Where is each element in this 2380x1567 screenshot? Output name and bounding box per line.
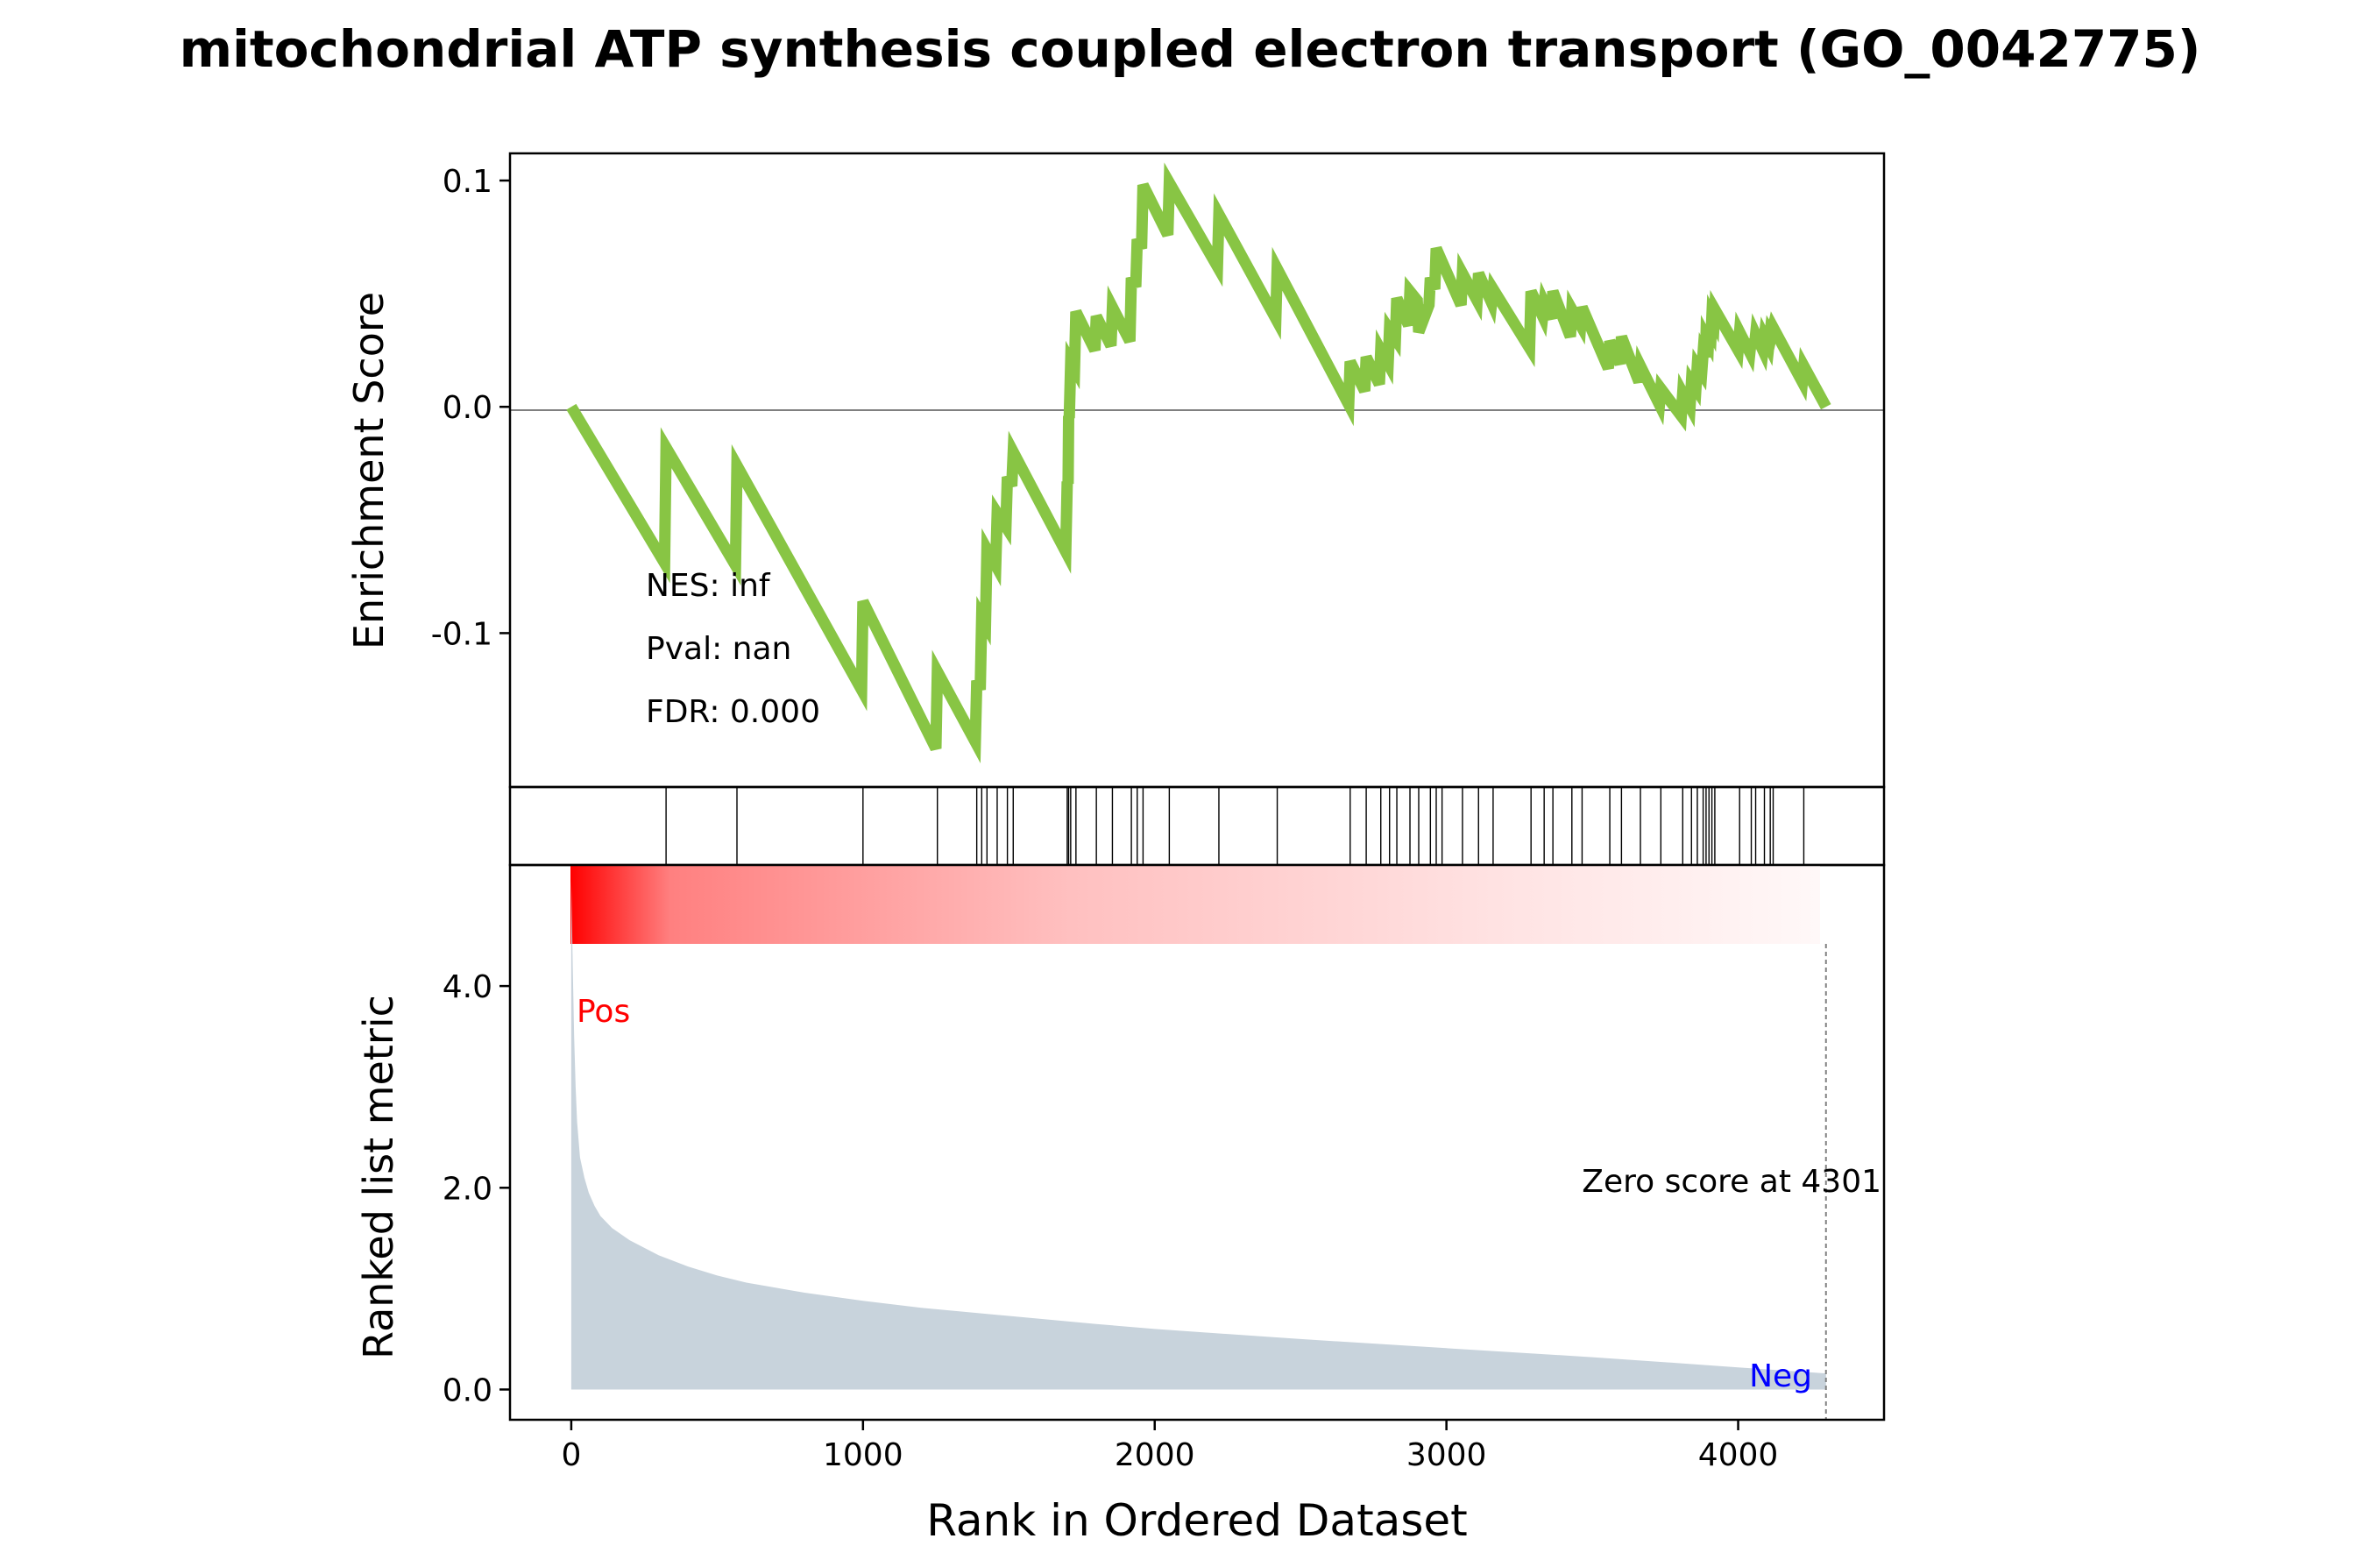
metric-y-tick-label: 0.0 — [443, 1372, 492, 1408]
neg-label: Neg — [1749, 1358, 1812, 1394]
pos-label: Pos — [577, 994, 630, 1030]
x-tick-label: 2000 — [1115, 1437, 1195, 1473]
x-axis-ticks: 0 1000 2000 3000 4000 — [561, 1420, 1778, 1473]
enrichment-panel: 0.1 0.0 -0.1 NES: inf Pval: nan FDR: 0.000… — [345, 152, 1886, 789]
hit-ticks — [665, 787, 1805, 865]
chart-title: mitochondrial ATP synthesis coupled elec… — [180, 19, 2201, 79]
metric-y-tick-label: 2.0 — [443, 1171, 492, 1207]
es-y-tick-label: 0.1 — [443, 164, 492, 200]
x-axis-label: Rank in Ordered Dataset — [926, 1495, 1467, 1546]
x-tick-label: 3000 — [1406, 1437, 1487, 1473]
metric-y-tick-label: 4.0 — [443, 969, 492, 1005]
metric-panel: 0.0 2.0 4.0 Pos Neg Zero score at 4301 Ran… — [355, 863, 1886, 1422]
hits-panel — [508, 785, 1886, 867]
zero-cross-label: Zero score at 4301 — [1582, 1164, 1881, 1200]
x-tick-label: 1000 — [823, 1437, 903, 1473]
es-series-line — [566, 162, 1831, 763]
rank-heatmap-bar — [570, 866, 1820, 944]
metric-area — [570, 880, 1826, 1390]
es-panel-frame — [508, 152, 1886, 789]
es-y-axis-label: Enrichment Score — [345, 292, 393, 649]
es-y-tick-label: 0.0 — [443, 390, 492, 426]
metric-y-ticks: 0.0 2.0 4.0 — [443, 969, 510, 1408]
x-tick-label: 4000 — [1698, 1437, 1779, 1473]
es-y-tick-label: -0.1 — [431, 616, 492, 652]
es-stat-nes: NES: inf — [646, 568, 771, 604]
es-y-ticks: 0.1 0.0 -0.1 — [431, 164, 510, 652]
hits-panel-frame — [508, 785, 1886, 867]
metric-panel-frame — [508, 863, 1886, 1422]
es-stat-fdr: FDR: 0.000 — [646, 694, 820, 730]
es-stat-pval: Pval: nan — [646, 631, 791, 667]
metric-y-axis-label: Ranked list metric — [355, 995, 402, 1359]
x-tick-label: 0 — [561, 1437, 581, 1473]
